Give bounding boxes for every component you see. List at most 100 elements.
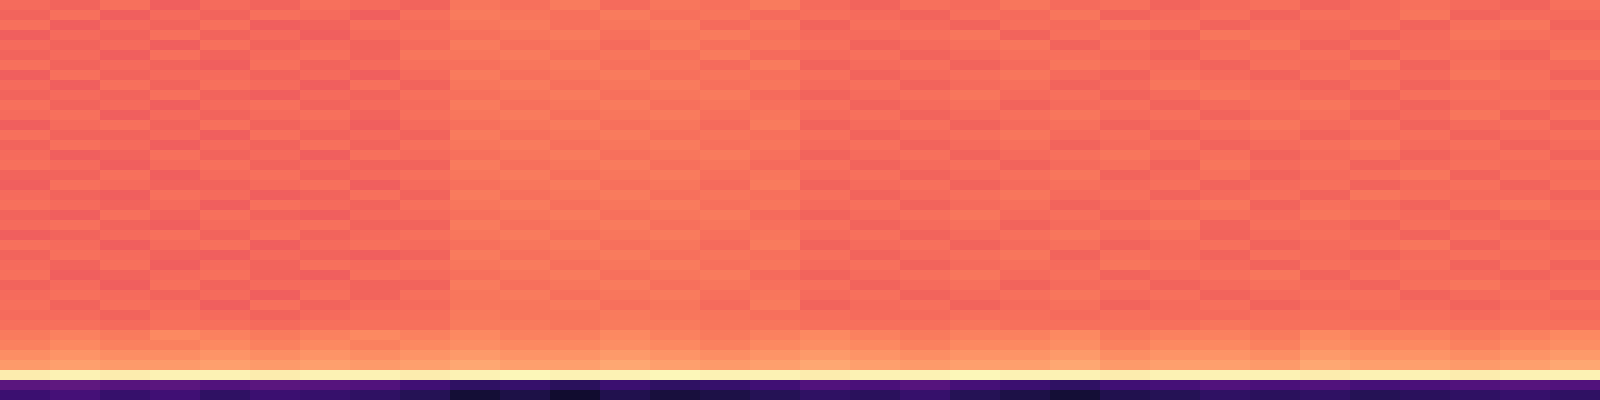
heatmap-cell [450, 100, 501, 111]
heatmap-cell [450, 180, 501, 191]
heatmap-cell [250, 70, 301, 81]
heatmap-cell [1050, 50, 1101, 61]
heatmap-cell [100, 250, 151, 261]
heatmap-cell [1350, 50, 1401, 61]
heatmap-cell [100, 0, 151, 11]
heatmap-cell [350, 120, 401, 131]
heatmap-cell [400, 40, 451, 51]
heatmap-cell [850, 10, 901, 21]
heatmap-cell [900, 380, 951, 391]
heatmap-cell [450, 390, 501, 400]
heatmap-cell [700, 380, 751, 391]
heatmap-cell [550, 390, 601, 400]
heatmap-cell [650, 140, 701, 151]
heatmap-cell [250, 150, 301, 161]
heatmap-cell [1500, 0, 1551, 11]
heatmap-cell [350, 110, 401, 121]
heatmap-cell [700, 180, 751, 191]
heatmap-cell [1050, 260, 1101, 271]
heatmap-cell [1300, 60, 1351, 71]
heatmap-cell [850, 210, 901, 221]
heatmap-cell [1550, 10, 1600, 21]
heatmap-cell [450, 20, 501, 31]
heatmap-cell [150, 180, 201, 191]
heatmap-cell [250, 360, 301, 371]
heatmap-cell [1050, 120, 1101, 131]
heatmap-cell [850, 20, 901, 31]
heatmap-cell [550, 100, 601, 111]
heatmap-cell [900, 250, 951, 261]
heatmap-cell [300, 50, 351, 61]
heatmap-cell [150, 190, 201, 201]
heatmap-cell [800, 200, 851, 211]
heatmap-cell [900, 220, 951, 231]
heatmap-cell [1050, 90, 1101, 101]
heatmap-cell [1300, 20, 1351, 31]
heatmap-cell [300, 270, 351, 281]
heatmap-cell [700, 50, 751, 61]
heatmap-cell [1500, 190, 1551, 201]
heatmap-cell [100, 20, 151, 31]
heatmap-cell [50, 310, 101, 321]
heatmap-cell [950, 250, 1001, 261]
heatmap-cell [1050, 210, 1101, 221]
heatmap-cell [1450, 110, 1501, 121]
heatmap-cell [1300, 140, 1351, 151]
heatmap-cell [800, 290, 851, 301]
heatmap-cell [850, 270, 901, 281]
heatmap-cell [1100, 110, 1151, 121]
heatmap-cell [550, 300, 601, 311]
heatmap-cell [950, 10, 1001, 21]
heatmap-cell [1100, 390, 1151, 400]
heatmap-cell [600, 110, 651, 121]
heatmap-cell [1250, 100, 1301, 111]
heatmap-cell [150, 80, 201, 91]
heatmap-cell [450, 210, 501, 221]
heatmap-cell [950, 350, 1001, 361]
heatmap-cell [750, 160, 801, 171]
heatmap-cell [650, 110, 701, 121]
heatmap-cell [1000, 80, 1051, 91]
heatmap-cell [1000, 340, 1051, 351]
heatmap-cell [350, 350, 401, 361]
heatmap-cell [1050, 290, 1101, 301]
heatmap-cell [1000, 30, 1051, 41]
heatmap-cell [700, 40, 751, 51]
heatmap-cell [100, 310, 151, 321]
heatmap-cell [200, 300, 251, 311]
heatmap-cell [50, 290, 101, 301]
heatmap-cell [600, 50, 651, 61]
heatmap-cell [800, 380, 851, 391]
heatmap-cell [1300, 320, 1351, 331]
heatmap-cell [150, 130, 201, 141]
heatmap-cell [850, 240, 901, 251]
heatmap-cell [950, 370, 1001, 381]
heatmap-cell [1200, 310, 1251, 321]
heatmap-cell [900, 230, 951, 241]
heatmap-cell [1350, 300, 1401, 311]
heatmap-cell [800, 40, 851, 51]
heatmap-cell [1150, 110, 1201, 121]
heatmap-cell [1100, 150, 1151, 161]
heatmap-cell [1050, 270, 1101, 281]
heatmap-cell [250, 220, 301, 231]
heatmap-cell [1000, 70, 1051, 81]
heatmap-cell [1200, 140, 1251, 151]
heatmap-cell [600, 210, 651, 221]
heatmap-cell [850, 120, 901, 131]
heatmap-cell [1050, 20, 1101, 31]
heatmap-cell [1250, 10, 1301, 21]
heatmap-cell [1150, 390, 1201, 400]
heatmap-cell [1400, 360, 1451, 371]
heatmap-cell [700, 310, 751, 321]
heatmap-cell [1100, 320, 1151, 331]
heatmap-cell [1100, 0, 1151, 11]
heatmap-cell [750, 270, 801, 281]
heatmap-cell [850, 130, 901, 141]
heatmap-cell [500, 270, 551, 281]
heatmap-cell [1300, 230, 1351, 241]
heatmap-cell [1400, 260, 1451, 271]
heatmap-cell [600, 10, 651, 21]
heatmap-cell [400, 280, 451, 291]
heatmap-cell [750, 360, 801, 371]
